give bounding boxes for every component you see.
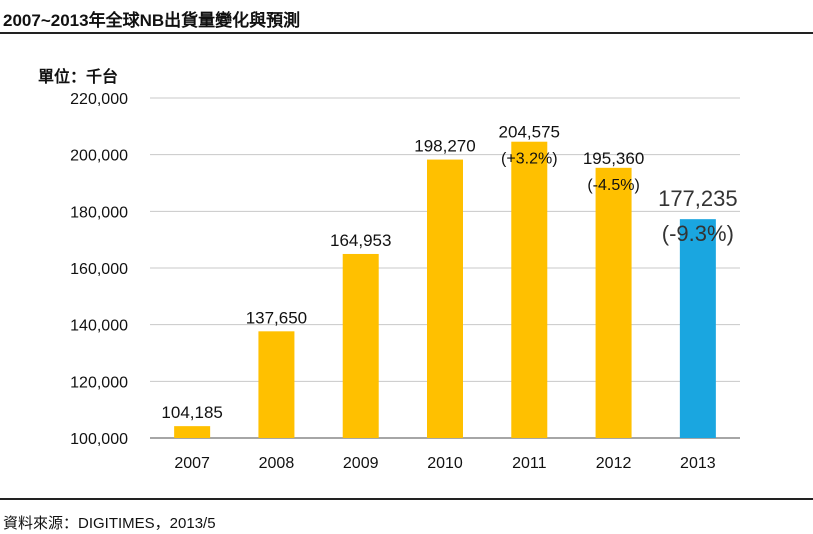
footer-bar: 資料來源：DIGITIMES，2013/5 [0,498,813,534]
y-tick-label: 200,000 [70,148,128,165]
data-label: 177,235 [658,186,738,211]
x-tick-label: 2013 [680,455,716,472]
y-tick-labels: 100,000 120,000 140,000 160,000 180,000 200,0… [70,91,128,448]
y-tick-label: 100,000 [70,431,128,448]
change-label: (-9.3%) [662,221,734,246]
bar [595,167,632,438]
data-label: 204,575 [499,123,560,142]
x-tick-label: 2009 [343,455,379,472]
x-tick-label: 2007 [174,455,210,472]
chart-title: 2007~2013年全球NB出貨量變化與預測 [3,11,301,30]
bar-chart: 100,000 120,000 140,000 160,000 180,000 200,0… [38,67,740,472]
data-label: 137,650 [246,308,307,327]
y-tick-label: 140,000 [70,318,128,335]
unit-label: 單位：千台 [38,67,118,86]
y-tick-label: 120,000 [70,374,128,391]
bar [427,159,463,438]
x-tick-labels: 2007 2008 2009 2010 2011 2012 2013 [174,455,715,472]
data-label: 164,953 [330,231,391,250]
data-label: 104,185 [161,403,222,422]
y-tick-label: 220,000 [70,91,128,108]
source-note: 資料來源：DIGITIMES，2013/5 [3,515,216,532]
data-labels: 104,185 137,650 164,953 198,270 204,575 (+3.2… [161,123,737,422]
x-tick-label: 2012 [596,455,632,472]
y-tick-label: 180,000 [70,204,128,221]
title-bar: 2007~2013年全球NB出貨量變化與預測 [0,0,813,34]
change-label: (+3.2%) [501,151,557,168]
bar [174,426,211,438]
change-label: (-4.5%) [587,177,639,194]
chart-container: 100,000 120,000 140,000 160,000 180,000 200,0… [0,36,813,496]
bar [511,141,548,438]
bar [258,331,295,438]
x-tick-label: 2010 [427,455,463,472]
x-tick-label: 2008 [259,455,295,472]
data-label: 195,360 [583,149,644,168]
data-label: 198,270 [414,137,475,156]
bar [342,253,379,438]
y-tick-label: 160,000 [70,261,128,278]
x-tick-label: 2011 [512,455,547,472]
bars [174,141,716,438]
bar-forecast [679,219,716,438]
